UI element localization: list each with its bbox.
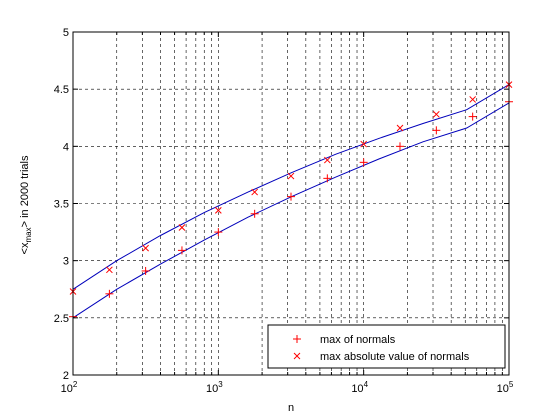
- y-tick-label: 2: [63, 370, 69, 382]
- y-axis-label-rest: > in 2000 trials: [19, 155, 31, 227]
- plus-marker-0-7: [323, 174, 332, 183]
- x-marker-1-3: [178, 224, 186, 231]
- x-tick-base: 10: [206, 383, 218, 395]
- plus-marker-0-9: [396, 142, 405, 151]
- plus-marker-0-6: [286, 192, 295, 201]
- marker-stroke: [214, 207, 222, 214]
- svg-text:<xmax> in 2000 trials: <xmax> in 2000 trials: [19, 155, 33, 254]
- y-axis-label-main: <x: [19, 242, 31, 254]
- x-marker-1-6: [287, 172, 295, 180]
- x-axis-ticks: 102 103 104 105: [61, 32, 514, 395]
- x-tick-label: 105: [497, 380, 514, 395]
- plus-marker-0-1: [105, 289, 114, 298]
- plus-marker-0-8: [359, 158, 368, 167]
- x-marker-1-11: [469, 96, 477, 103]
- fit-curve-0: [72, 102, 510, 319]
- legend-marker-x: [293, 352, 301, 360]
- marker-stroke: [323, 156, 331, 164]
- marker-stroke: [142, 244, 149, 252]
- x-marker-1-8: [360, 140, 368, 148]
- y-axis-label-sub: max: [24, 227, 33, 242]
- x-marker-1-2: [142, 244, 149, 252]
- marker-stroke: [251, 188, 259, 196]
- fit-curves: [72, 83, 510, 319]
- y-axis-label: <xmax> in 2000 trials: [19, 155, 33, 254]
- y-tick-label: 3.5: [54, 199, 69, 211]
- x-tick-exponent: 5: [509, 380, 514, 389]
- marker-stroke: [106, 266, 113, 274]
- plus-marker-0-4: [214, 228, 223, 237]
- x-marker-1-1: [106, 266, 113, 274]
- legend-box: [267, 324, 506, 369]
- legend: max of normals max absolute value of nor…: [267, 324, 506, 369]
- legend-entry-0: max of normals: [320, 334, 396, 346]
- x-marker-1-9: [396, 124, 404, 132]
- plus-marker-0-3: [177, 246, 186, 255]
- plus-marker-0-2: [141, 266, 150, 275]
- x-marker-1-7: [323, 156, 331, 164]
- x-tick-base: 10: [61, 383, 73, 395]
- x-marker-1-10: [432, 110, 440, 118]
- y-tick-label: 4.5: [54, 84, 69, 96]
- legend-marker-plus: [293, 335, 301, 343]
- legend-entry-1: max absolute value of normals: [320, 351, 470, 363]
- x-marker-1-4: [214, 207, 222, 214]
- x-marker-1-5: [251, 188, 259, 196]
- plus-marker-0-11: [468, 112, 477, 121]
- x-tick-base: 10: [497, 383, 509, 395]
- plus-marker-0-10: [432, 126, 441, 135]
- x-tick-label: 104: [351, 380, 368, 395]
- fit-curve-1: [72, 83, 510, 290]
- y-tick-label: 5: [63, 27, 69, 39]
- marker-stroke: [396, 124, 404, 132]
- y-tick-label: 2.5: [54, 313, 69, 325]
- marker-stroke: [432, 110, 440, 118]
- x-tick-label: 102: [61, 380, 78, 395]
- y-tick-label: 4: [63, 141, 69, 153]
- y-tick-label: 3: [63, 256, 69, 268]
- x-tick-base: 10: [351, 383, 363, 395]
- x-tick-exponent: 3: [218, 380, 223, 389]
- x-tick-exponent: 4: [364, 380, 369, 389]
- x-tick-exponent: 2: [73, 380, 78, 389]
- marker-stroke: [287, 172, 295, 180]
- plus-marker-0-5: [250, 209, 259, 218]
- x-axis-label: n: [288, 402, 294, 414]
- marker-stroke: [360, 140, 368, 148]
- marker-stroke: [469, 96, 477, 103]
- x-tick-label: 103: [206, 380, 223, 395]
- y-axis-ticks: 2 2.5 3 3.5 4 4.5 5: [54, 27, 509, 382]
- marker-stroke: [178, 224, 186, 231]
- grid: [73, 32, 509, 375]
